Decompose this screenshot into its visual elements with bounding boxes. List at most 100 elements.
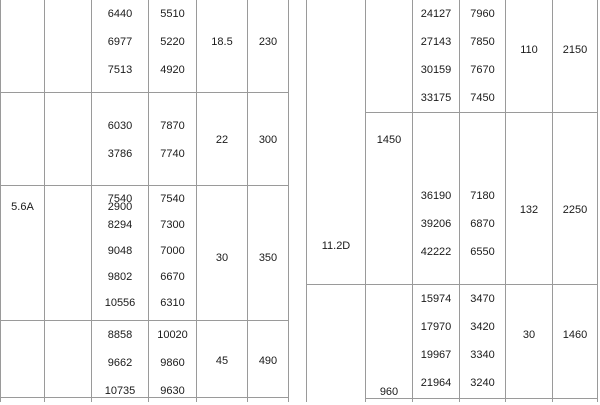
- table-cell: 24127: [420, 8, 452, 20]
- grid-vline: [412, 0, 413, 402]
- right-block-1-col-b: 7180 6870 6550: [460, 182, 505, 266]
- left-block-3-col-d: 490: [258, 355, 278, 367]
- table-cell: 7000: [160, 245, 185, 257]
- right-block-1-col-a: 36190 39206 42222: [413, 182, 459, 266]
- table-cell: 7850: [470, 36, 495, 48]
- grid-hline: [365, 398, 598, 399]
- grid-vline: [148, 0, 149, 402]
- table-cell: 6977: [107, 36, 133, 48]
- grid-hline: [0, 185, 289, 186]
- table-cell: 9630: [160, 385, 185, 397]
- table-cell: 6870: [470, 218, 495, 230]
- right-block-2-col-a: 15974 17970 19967 21964: [413, 285, 459, 397]
- right-block-2-col-c: 30: [522, 329, 536, 341]
- table-cell: 7180: [470, 190, 495, 202]
- table-cell: 27143: [420, 36, 452, 48]
- table-cell: 3470: [470, 293, 495, 305]
- right-block-0-col-a: 24127 27143 30159 33175: [413, 0, 459, 112]
- grid-hline: [365, 112, 598, 113]
- left-block-0-col-c: 18.5: [211, 36, 233, 48]
- grid-vline: [288, 0, 289, 402]
- grid-vline: [597, 0, 598, 402]
- table-cell: 3420: [470, 321, 495, 333]
- left-block-1-col-b: 7870 7740: [149, 112, 196, 168]
- left-group-value: 2900: [107, 201, 133, 213]
- left-block-2-col-a: 7540 8294 9048 9802 10556: [92, 186, 148, 316]
- grid-vline: [459, 0, 460, 402]
- left-group-label: 5.6A: [11, 201, 34, 213]
- grid-hline: [0, 320, 289, 321]
- right-group-label: 11.2D: [321, 240, 351, 252]
- left-block-3-col-c: 45: [215, 355, 229, 367]
- table-cell: 5510: [160, 8, 185, 20]
- table-cell: 10735: [104, 385, 136, 397]
- left-block-1-col-a: 6030 3786: [92, 112, 148, 168]
- left-block-1-col-c: 22: [215, 134, 229, 146]
- left-block-1-col-d: 300: [258, 134, 278, 146]
- table-cell: 7870: [160, 120, 185, 132]
- grid-vline: [365, 0, 366, 402]
- grid-hline: [0, 92, 289, 93]
- grid-vline: [505, 0, 506, 402]
- table-cell: 21964: [420, 377, 452, 389]
- table-cell: 6310: [160, 297, 185, 309]
- right-block-0-col-b: 7960 7850 7670 7450: [460, 0, 505, 112]
- table-cell: 9802: [107, 271, 133, 283]
- table-cell: 9048: [107, 245, 133, 257]
- table-cell: 3786: [107, 148, 133, 160]
- table-cell: 7300: [160, 219, 185, 231]
- left-block-0-col-a: 6440 6977 7513: [92, 0, 148, 84]
- right-block-0-col-c: 110: [520, 44, 538, 56]
- table-cell: 33175: [420, 92, 452, 104]
- table-cell: 7740: [160, 148, 185, 160]
- right-group-value-1: 960: [379, 386, 399, 398]
- left-block-2-col-d: 350: [258, 252, 278, 264]
- table-cell: 8858: [107, 329, 133, 341]
- table-cell: 7450: [470, 92, 495, 104]
- table-cell: 10020: [157, 329, 188, 341]
- table-cell: 5220: [160, 36, 185, 48]
- table-cell: 30159: [420, 64, 452, 76]
- grid-hline: [0, 397, 289, 398]
- table-cell: 15974: [420, 293, 452, 305]
- table-cell: 42222: [420, 246, 452, 258]
- table-cell: 17970: [420, 321, 452, 333]
- table-cell: 9860: [160, 357, 185, 369]
- left-block-0-col-d: 230: [258, 36, 278, 48]
- table-cell: 4920: [160, 64, 185, 76]
- grid-vline: [91, 0, 92, 402]
- left-block-0-col-b: 5510 5220 4920: [149, 0, 196, 84]
- right-block-1-col-c: 132: [519, 204, 539, 216]
- grid-vline: [44, 0, 45, 402]
- table-cell: 6030: [107, 120, 133, 132]
- table-cell: 6440: [107, 8, 133, 20]
- table-cell: 7960: [470, 8, 495, 20]
- table-cell: 7540: [107, 193, 133, 205]
- right-block-1-col-d: 2250: [562, 204, 588, 216]
- table-cell: 19967: [420, 349, 452, 361]
- grid-vline: [552, 0, 553, 402]
- left-block-3-col-b: 10020 9860 9630: [149, 321, 196, 405]
- right-block-0-col-d: 2150: [562, 44, 588, 56]
- table-cell: 7670: [470, 64, 495, 76]
- table-cell: 39206: [420, 218, 452, 230]
- table-cell: 10556: [104, 297, 136, 309]
- grid-vline: [196, 0, 197, 402]
- left-block-3-col-a: 8858 9662 10735: [92, 321, 148, 405]
- right-block-2-col-d: 1460: [562, 329, 588, 341]
- grid-vline: [0, 0, 1, 402]
- table-cell: 7513: [107, 64, 133, 76]
- right-group-value-0: 1450: [376, 134, 402, 146]
- table-cell: 9662: [107, 357, 133, 369]
- grid-vline: [306, 0, 307, 402]
- table-cell: 6670: [160, 271, 185, 283]
- left-block-2-col-c: 30: [215, 252, 229, 264]
- grid-hline: [365, 284, 598, 285]
- grid-vline: [247, 0, 248, 402]
- table-cell: 8294: [107, 219, 133, 231]
- table-cell: 3240: [470, 377, 495, 389]
- table-cell: 36190: [420, 190, 452, 202]
- table-cell: 7540: [160, 193, 185, 205]
- grid-hline: [306, 284, 366, 285]
